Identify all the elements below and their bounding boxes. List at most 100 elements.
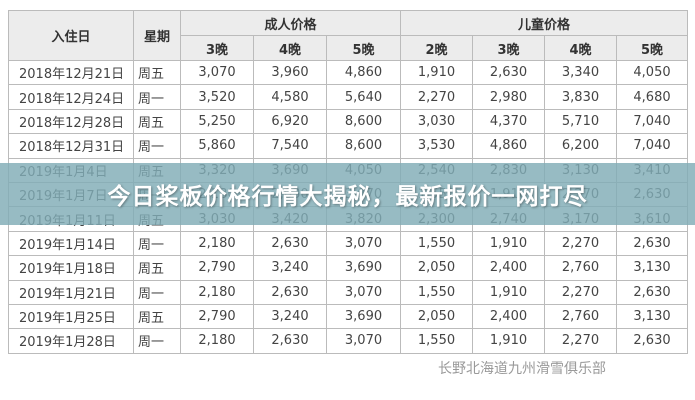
table-cell: 7,040 — [615, 108, 689, 135]
table-cell: 5,860 — [180, 133, 254, 159]
table-cell: 2,790 — [180, 303, 254, 330]
table-cell: 2,180 — [180, 279, 254, 305]
table-cell: 3,530 — [400, 133, 473, 159]
table-cell: 4,860 — [472, 133, 545, 159]
header-cell: 4晚 — [253, 35, 327, 61]
header-cell: 儿童价格 — [399, 10, 689, 36]
header-cell: 5晚 — [326, 35, 401, 61]
header-cell: 2晚 — [400, 35, 473, 61]
table-cell: 2,270 — [544, 328, 617, 354]
table-cell: 周五 — [133, 59, 181, 86]
table-cell: 2,760 — [544, 255, 617, 281]
table-cell: 2018年12月24日 — [8, 84, 134, 110]
table-cell: 周一 — [133, 279, 181, 305]
table-cell: 1,910 — [400, 59, 473, 86]
table-row: 2018年12月31日 周一 5,860 7,540 8,600 3,530 4,860 6,… — [8, 133, 689, 159]
table-cell: 3,690 — [326, 255, 401, 281]
table-cell: 3,070 — [326, 328, 401, 354]
table-cell: 6,920 — [253, 108, 327, 135]
table-cell: 3,070 — [326, 279, 401, 305]
table-cell: 周五 — [133, 303, 181, 330]
table-cell: 3,830 — [544, 84, 617, 110]
table-cell: 3,070 — [180, 59, 254, 86]
table-cell: 2,050 — [400, 303, 473, 330]
table-cell: 8,600 — [326, 108, 401, 135]
table-cell: 3,030 — [400, 108, 473, 135]
table-cell: 2,980 — [472, 84, 545, 110]
table-cell: 2,270 — [400, 84, 473, 110]
table-cell: 3,070 — [326, 230, 401, 257]
table-cell: 7,540 — [253, 133, 327, 159]
table-row: 2019年1月25日 周五 2,790 3,240 3,690 2,050 2,400 2,7… — [8, 303, 689, 330]
header-cell: 5晚 — [615, 35, 689, 61]
table-cell: 2,630 — [253, 328, 327, 354]
table-cell: 2019年1月25日 — [8, 303, 134, 330]
table-cell: 周一 — [133, 328, 181, 354]
table-cell: 2,180 — [180, 230, 254, 257]
table-cell: 3,340 — [544, 59, 617, 86]
table-cell: 1,550 — [400, 328, 473, 354]
table-cell: 2,630 — [615, 279, 689, 305]
table-row: 2018年12月21日 周五 3,070 3,960 4,860 1,910 2,630 3,… — [8, 59, 689, 86]
table-cell: 1,550 — [400, 230, 473, 257]
table-row: 2019年1月18日 周五 2,790 3,240 3,690 2,050 2,400 2,7… — [8, 255, 689, 281]
table-cell: 2,400 — [472, 303, 545, 330]
table-cell: 周一 — [133, 133, 181, 159]
table-cell: 3,240 — [253, 303, 327, 330]
table-header: 入住日 星期 成人价格 儿童价格 3晚 4晚 5晚 2晚 3晚 4晚 5晚 — [8, 10, 689, 61]
banner: 今日桨板价格行情大揭秘，最新报价一网打尽 — [0, 163, 695, 225]
table-cell: 2,760 — [544, 303, 617, 330]
header-cell: 3晚 — [180, 35, 254, 61]
header-cell: 入住日 — [8, 10, 134, 61]
table-cell: 周一 — [133, 84, 181, 110]
table-row: 2019年1月28日 周一 2,180 2,630 3,070 1,550 1,910 2,2… — [8, 328, 689, 354]
header-cell: 星期 — [133, 10, 181, 61]
table-cell: 2,050 — [400, 255, 473, 281]
table-cell: 2,400 — [472, 255, 545, 281]
table-cell: 8,600 — [326, 133, 401, 159]
table-cell: 3,240 — [253, 255, 327, 281]
table-cell: 2019年1月14日 — [8, 230, 134, 257]
table-cell: 周五 — [133, 255, 181, 281]
table-cell: 2,630 — [472, 59, 545, 86]
header-cell: 3晚 — [472, 35, 545, 61]
table-cell: 4,050 — [615, 59, 689, 86]
table-cell: 3,130 — [615, 303, 689, 330]
table-cell: 5,710 — [544, 108, 617, 135]
table-cell: 2019年1月21日 — [8, 279, 134, 305]
table-cell: 3,520 — [180, 84, 254, 110]
table-cell: 4,680 — [615, 84, 689, 110]
table-cell: 5,250 — [180, 108, 254, 135]
table-cell: 2,630 — [615, 328, 689, 354]
table-cell: 2,630 — [253, 279, 327, 305]
table-cell: 2018年12月28日 — [8, 108, 134, 135]
table-cell: 周一 — [133, 230, 181, 257]
table-cell: 3,960 — [253, 59, 327, 86]
table-cell: 6,200 — [544, 133, 617, 159]
table-cell: 2,630 — [615, 230, 689, 257]
table-cell: 2019年1月18日 — [8, 255, 134, 281]
table-row: 2019年1月21日 周一 2,180 2,630 3,070 1,550 1,910 2,2… — [8, 279, 689, 305]
table-cell: 1,910 — [472, 328, 545, 354]
watermark: 长野北海道九州滑雪俱乐部 — [438, 361, 606, 377]
table-cell: 5,640 — [326, 84, 401, 110]
header-cell: 4晚 — [544, 35, 617, 61]
table-cell: 4,860 — [326, 59, 401, 86]
table-cell: 7,040 — [615, 133, 689, 159]
table-cell: 1,910 — [472, 279, 545, 305]
header-cell: 成人价格 — [180, 10, 401, 36]
table-cell: 1,550 — [400, 279, 473, 305]
table-cell: 2,270 — [544, 230, 617, 257]
table-cell: 周五 — [133, 108, 181, 135]
table-row: 2018年12月24日 周一 3,520 4,580 5,640 2,270 2,980 3,… — [8, 84, 689, 110]
table-cell: 4,580 — [253, 84, 327, 110]
table-cell: 3,130 — [615, 255, 689, 281]
table-cell: 2,270 — [544, 279, 617, 305]
table-row: 2019年1月14日 周一 2,180 2,630 3,070 1,550 1,910 2,2… — [8, 230, 689, 257]
table-cell: 2018年12月21日 — [8, 59, 134, 86]
table-cell: 2018年12月31日 — [8, 133, 134, 159]
table-cell: 3,690 — [326, 303, 401, 330]
table-cell: 2,790 — [180, 255, 254, 281]
table-row: 2018年12月28日 周五 5,250 6,920 8,600 3,030 4,370 5,… — [8, 108, 689, 135]
